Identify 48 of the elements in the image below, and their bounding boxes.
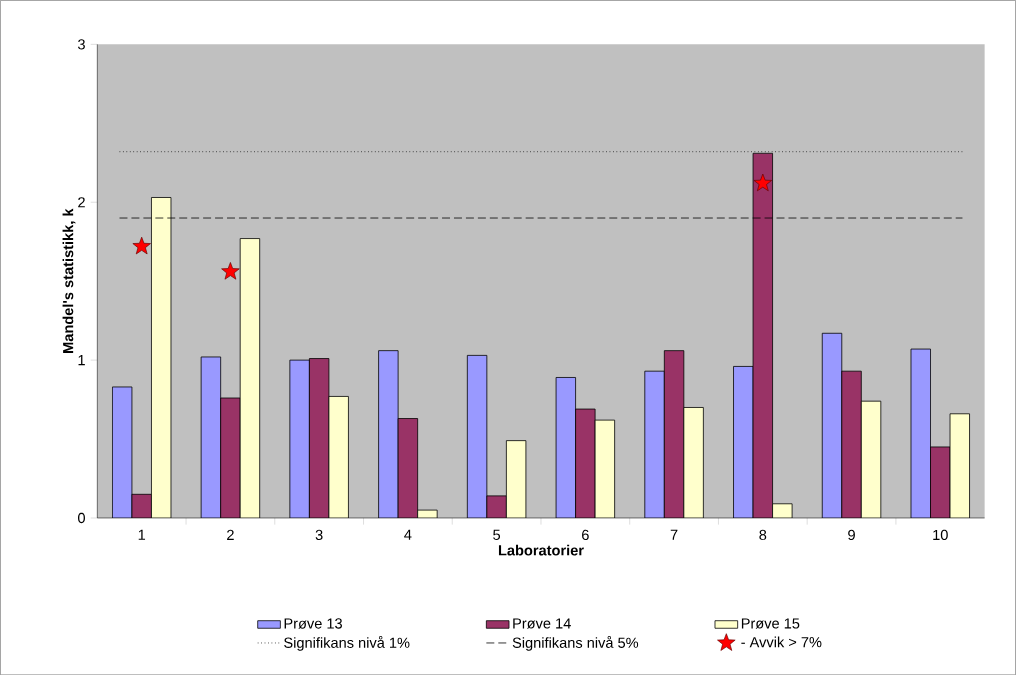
bar — [308, 358, 330, 518]
legend-label: Prøve 13 — [284, 618, 342, 629]
x-tick-label: 2 — [227, 529, 234, 540]
y-tick-label: 0 — [78, 512, 85, 524]
x-tick-label: 9 — [848, 529, 855, 540]
bar — [112, 386, 133, 518]
bar — [663, 350, 685, 518]
x-tick-label: 10 — [933, 529, 948, 540]
bar — [930, 446, 951, 518]
x-tick-label: 8 — [759, 529, 767, 540]
x-tick-label: 5 — [493, 529, 501, 540]
legend-label: Prøve 14 — [513, 618, 571, 629]
bar — [466, 354, 488, 518]
bar — [594, 419, 616, 518]
legend-label: - Avvik > 7% — [741, 636, 822, 648]
y-tick-label: 3 — [78, 39, 85, 50]
bar — [949, 413, 970, 518]
y-axis-title: Mandel's statistikk, k — [62, 208, 76, 353]
x-tick-label: 3 — [315, 529, 323, 540]
bar — [220, 397, 241, 518]
y-tick-label: 1 — [78, 354, 85, 366]
legend-label: Signifikans nivå 5% — [512, 635, 639, 651]
bar — [821, 332, 843, 518]
bar — [860, 400, 882, 518]
bar — [683, 406, 704, 518]
x-axis-title: Laboratorier — [498, 544, 584, 556]
x-tick-label: 6 — [582, 529, 589, 540]
bar — [289, 359, 310, 518]
bar — [200, 356, 222, 518]
bar — [151, 196, 172, 518]
bar — [555, 376, 576, 518]
x-tick-label: 1 — [138, 529, 146, 540]
y-tick-label: 2 — [78, 197, 85, 208]
legend-label: Signifikans nivå 1% — [284, 635, 410, 651]
bar — [239, 238, 261, 518]
x-tick-label: 4 — [404, 529, 412, 540]
bar — [575, 408, 596, 518]
bar — [644, 370, 665, 518]
bar — [733, 365, 754, 518]
bar — [505, 440, 527, 518]
bar — [328, 395, 349, 518]
bar — [910, 348, 931, 518]
bar — [752, 152, 773, 518]
bar — [841, 370, 862, 518]
x-tick-label: 7 — [670, 529, 678, 540]
bar — [378, 350, 399, 518]
legend-label: Prøve 15 — [741, 618, 800, 629]
bar — [397, 418, 419, 518]
